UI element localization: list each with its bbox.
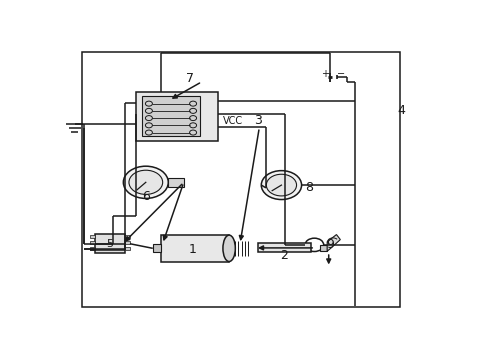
Text: 9: 9 xyxy=(326,238,334,251)
Bar xyxy=(124,241,130,244)
Circle shape xyxy=(262,171,302,200)
Bar xyxy=(142,96,200,136)
Circle shape xyxy=(266,174,296,196)
Bar xyxy=(320,244,327,251)
Polygon shape xyxy=(327,235,340,251)
Bar xyxy=(168,178,184,187)
Circle shape xyxy=(124,166,168,199)
Text: 3: 3 xyxy=(254,114,262,127)
Text: −: − xyxy=(336,69,345,79)
Bar xyxy=(136,92,218,140)
Bar xyxy=(96,234,124,253)
Text: 7: 7 xyxy=(186,71,194,84)
Text: +: + xyxy=(321,69,329,79)
Text: 2: 2 xyxy=(280,249,288,262)
Text: VCC: VCC xyxy=(224,116,244,126)
Bar xyxy=(90,241,96,244)
Bar xyxy=(124,235,130,238)
Bar xyxy=(124,247,130,251)
Text: 6: 6 xyxy=(142,190,150,203)
Text: 8: 8 xyxy=(304,181,312,194)
Bar xyxy=(90,247,96,251)
Bar xyxy=(82,52,400,308)
Bar xyxy=(162,235,229,261)
Circle shape xyxy=(129,170,162,194)
Text: 4: 4 xyxy=(398,104,406,117)
Ellipse shape xyxy=(223,235,235,261)
Text: 5: 5 xyxy=(106,239,114,249)
Bar xyxy=(90,235,96,238)
Bar xyxy=(153,244,162,252)
Bar xyxy=(258,243,310,252)
Text: 1: 1 xyxy=(188,243,196,256)
